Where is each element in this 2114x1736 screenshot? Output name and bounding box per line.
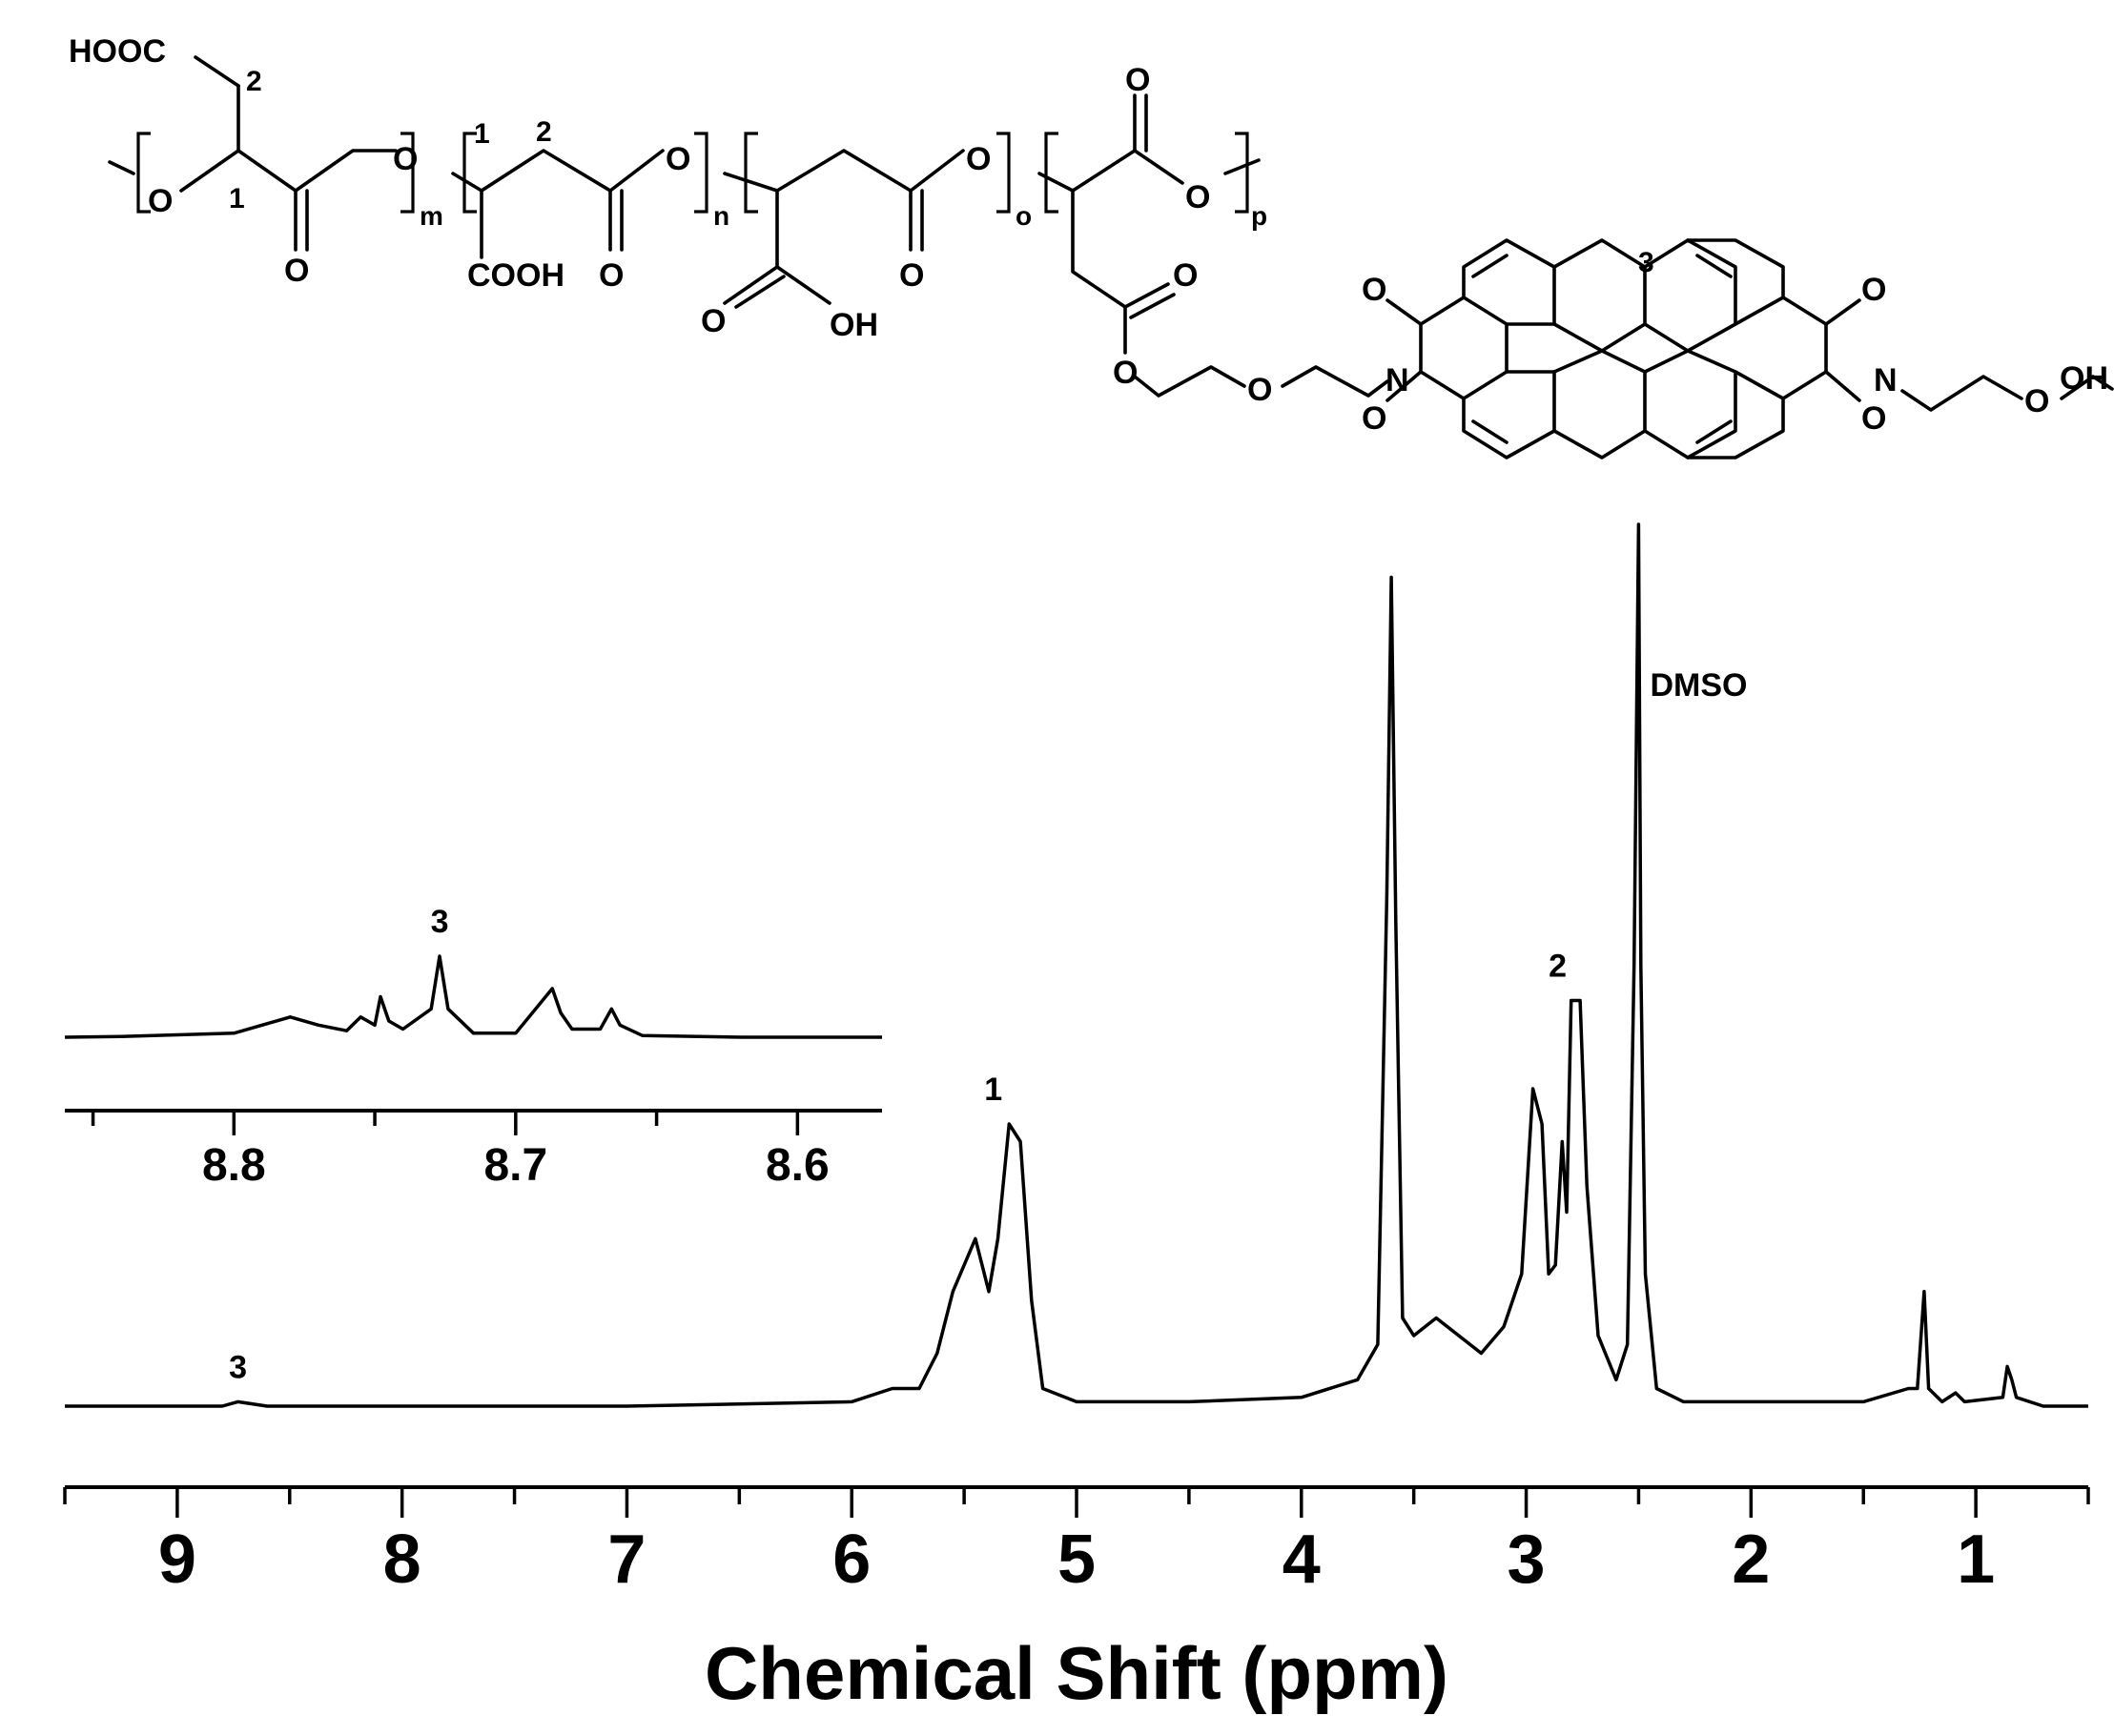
- label-1-left: 1: [229, 183, 245, 214]
- n-atom: N: [1385, 362, 1409, 398]
- subscript-m: m: [420, 201, 443, 231]
- x-tick-label: 1: [1957, 1522, 1995, 1598]
- o-atom: O: [148, 183, 173, 219]
- hooc-label: HOOC: [69, 33, 166, 70]
- o-atom: O: [1362, 400, 1386, 437]
- peak-label: 3: [431, 904, 449, 940]
- subscript-p: p: [1251, 201, 1267, 231]
- nmr-spectrum-main: 9 8 7 6 5 4 3 2 1 3 1 2 DMSO Chemical Shift (ppm): [63, 522, 2090, 1715]
- label-1: 1: [474, 118, 490, 150]
- o-atom: O: [1362, 272, 1386, 308]
- o-atom: O: [599, 257, 624, 294]
- x-tick-label: 9: [158, 1522, 196, 1598]
- subscript-n: n: [713, 201, 729, 231]
- x-tick-label: 2: [1732, 1522, 1770, 1598]
- inset-peak-annotations: 3: [431, 904, 449, 940]
- o-atom: O: [1861, 400, 1886, 437]
- peak-annotations: 3 1 2 DMSO: [229, 667, 1747, 1385]
- o-atom: O: [899, 257, 924, 294]
- x-tick-label: 8.8: [202, 1140, 266, 1191]
- peak-label: 3: [229, 1349, 247, 1385]
- o-atom: O: [2024, 383, 2049, 419]
- peak-label: 2: [1549, 949, 1567, 985]
- x-tick-label: 6: [832, 1522, 871, 1598]
- cooh-label: COOH: [467, 257, 564, 294]
- nmr-spectrum-inset: 8.8 8.7 8.6 3: [64, 904, 882, 1191]
- x-tick-label: 7: [607, 1522, 646, 1598]
- oh-label: OH: [830, 307, 878, 343]
- o-atom: O: [1185, 179, 1210, 215]
- o-atom: O: [966, 141, 991, 177]
- n-atom: N: [1874, 362, 1898, 398]
- o-atom: O: [1247, 372, 1272, 408]
- x-tick-label: 8.6: [766, 1140, 830, 1191]
- o-atom: O: [1125, 62, 1150, 98]
- label-3-structure: 3: [1638, 247, 1654, 278]
- label-2-left: 2: [246, 66, 262, 97]
- oh-label: OH: [2060, 360, 2108, 397]
- o-atom: O: [1173, 257, 1198, 294]
- peak-label: 1: [984, 1072, 1002, 1108]
- spectrum-series-line: [65, 522, 2088, 1408]
- o-atom: O: [666, 141, 690, 177]
- peak-label: DMSO: [1650, 667, 1747, 704]
- x-tick-label: 8.7: [483, 1140, 547, 1191]
- inset-x-axis-ticks: 8.8 8.7 8.6: [91, 1111, 830, 1191]
- x-tick-label: 5: [1057, 1522, 1096, 1598]
- o-atom: O: [701, 303, 726, 339]
- x-tick-label: 4: [1283, 1522, 1321, 1598]
- x-axis-title: Chemical Shift (ppm): [705, 1631, 1448, 1715]
- label-2: 2: [536, 116, 552, 148]
- x-axis-ticks: 9 8 7 6 5 4 3 2 1: [63, 1487, 2090, 1598]
- o-atom: O: [1861, 272, 1886, 308]
- subscript-o: o: [1016, 201, 1032, 231]
- inset-spectrum-series-line: [64, 954, 882, 1039]
- o-atom: O: [1113, 355, 1138, 391]
- o-atom: O: [393, 141, 418, 177]
- chemical-structure: HOOC 2 1 O O O m 1 2 COOH O O n O OH O O…: [69, 33, 2114, 460]
- x-tick-label: 8: [383, 1522, 421, 1598]
- o-atom: O: [284, 253, 309, 289]
- x-tick-label: 3: [1508, 1522, 1546, 1598]
